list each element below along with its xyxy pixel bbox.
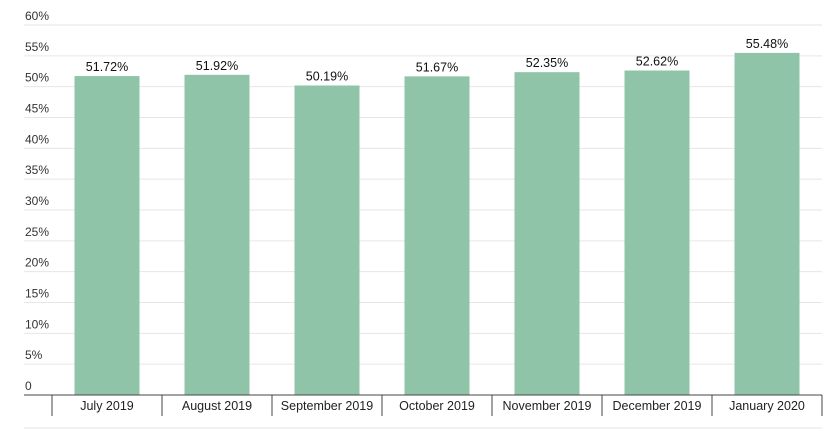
bar: [514, 72, 580, 396]
bar: [74, 76, 140, 395]
y-tick-label: 20%: [25, 256, 49, 270]
y-tick-label: 50%: [25, 71, 49, 85]
bar-value-label: 51.72%: [86, 60, 128, 74]
y-tick-label: 55%: [25, 40, 49, 54]
bar-value-label: 51.67%: [416, 60, 458, 74]
y-tick-label: 45%: [25, 102, 49, 116]
bar: [734, 52, 800, 396]
y-tick-label: 35%: [25, 163, 49, 177]
y-tick-label: 25%: [25, 225, 49, 239]
y-tick-label: 15%: [25, 287, 49, 301]
bar-value-label: 51.92%: [196, 59, 238, 73]
x-tick-label: September 2019: [281, 399, 373, 413]
bar: [184, 74, 250, 396]
bars: [74, 52, 800, 396]
x-axis-labels: July 2019 August 2019 September 2019 Octobe…: [80, 399, 805, 413]
bar-value-label: 52.35%: [526, 56, 568, 70]
bar-value-label: 52.62%: [636, 55, 678, 69]
value-labels: 51.72% 51.92% 50.19% 51.67% 52.35% 52.62% 55.4…: [86, 37, 788, 84]
bar-value-label: 50.19%: [306, 69, 348, 83]
x-axis: [24, 394, 823, 416]
y-tick-label: 40%: [25, 132, 49, 146]
y-tick-label: 10%: [25, 317, 49, 331]
x-tick-label: August 2019: [182, 399, 252, 413]
bar-value-label: 55.48%: [746, 37, 788, 51]
x-tick-label: December 2019: [613, 399, 702, 413]
y-tick-label: 0: [25, 379, 32, 393]
y-axis-ticks: 0 5% 10% 15% 20% 25% 30% 35% 40% 45% 50% 55% 60%: [25, 9, 49, 393]
bar: [294, 85, 360, 396]
x-tick-label: July 2019: [80, 399, 134, 413]
y-tick-label: 60%: [25, 9, 49, 23]
bar: [624, 70, 690, 395]
x-tick-label: November 2019: [503, 399, 592, 413]
bar: [404, 76, 470, 395]
x-tick-label: October 2019: [399, 399, 475, 413]
y-tick-label: 5%: [25, 348, 43, 362]
x-tick-label: January 2020: [729, 399, 805, 413]
y-tick-label: 30%: [25, 194, 49, 208]
